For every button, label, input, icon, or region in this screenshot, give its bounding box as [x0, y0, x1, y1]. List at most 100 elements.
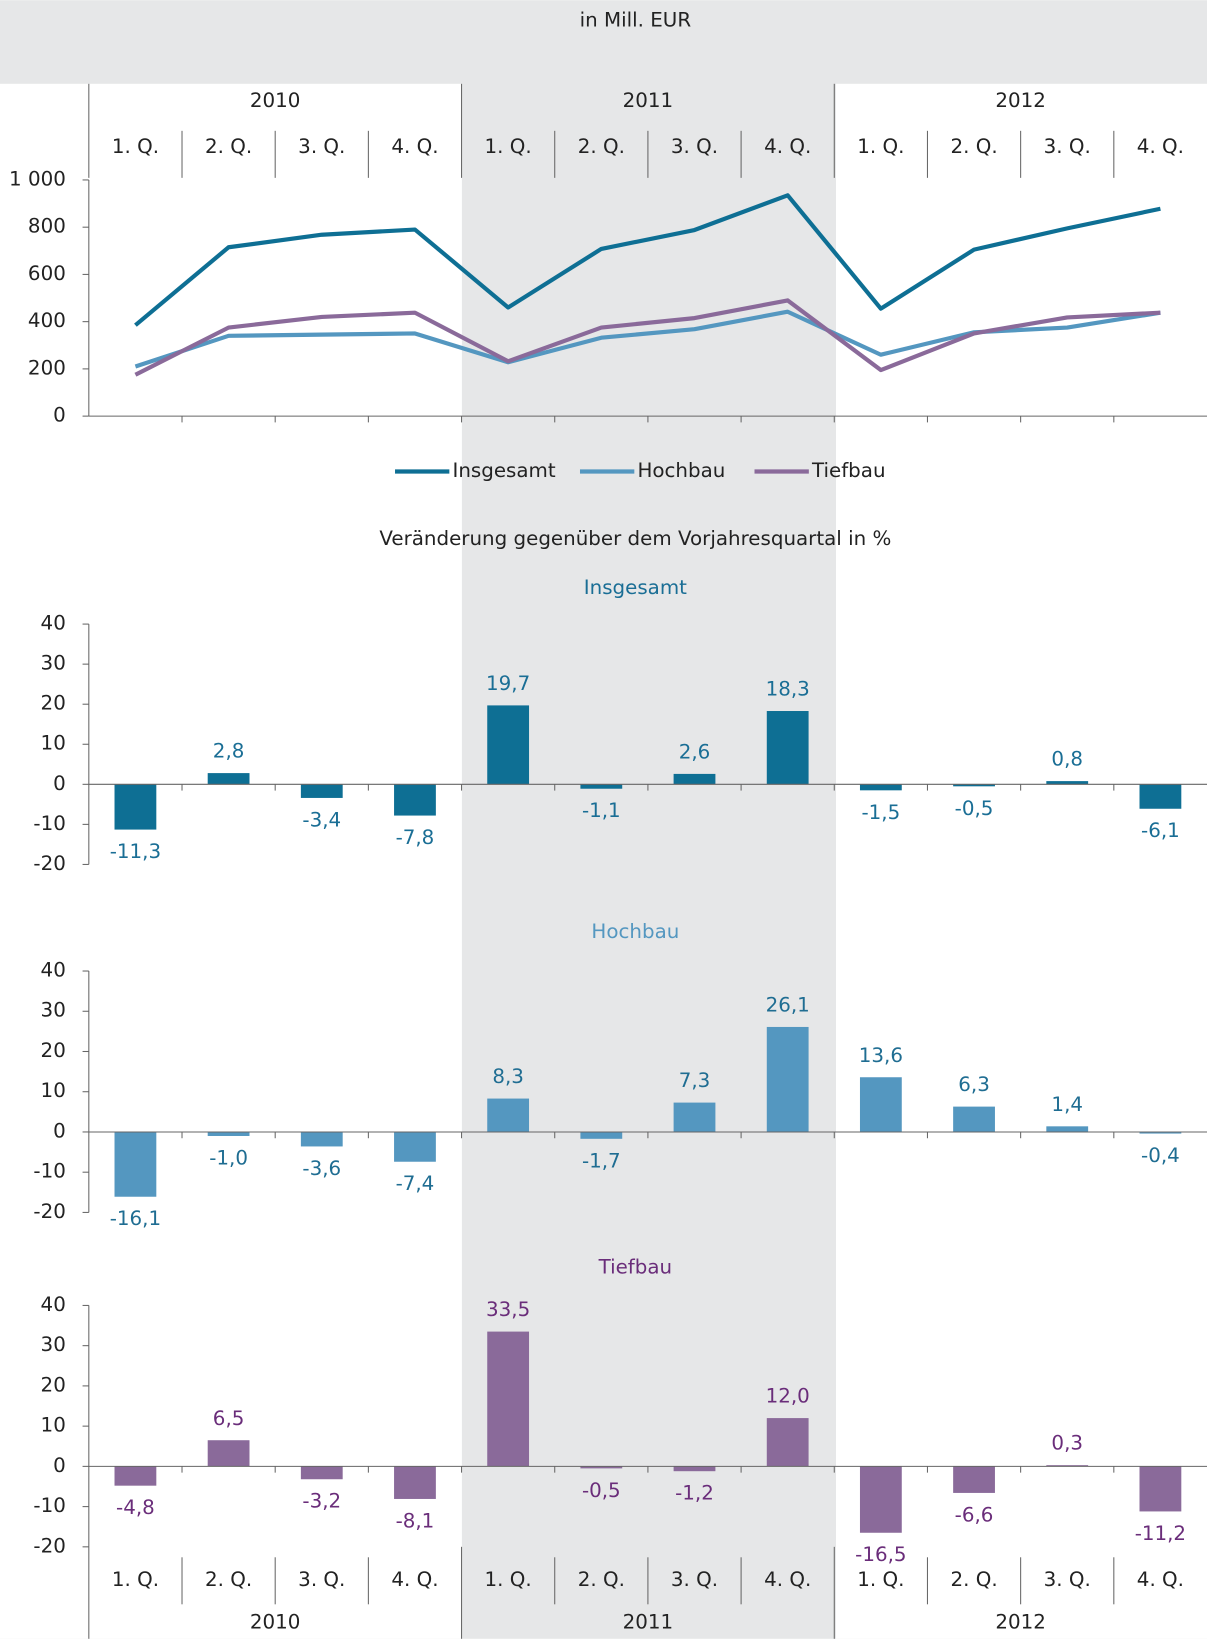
bar [859, 1466, 902, 1533]
bar [580, 1131, 623, 1139]
bar [953, 784, 995, 787]
bar [394, 1131, 436, 1162]
value-label: -3,2 [302, 1490, 341, 1513]
quarter-label: 1. Q. [857, 1568, 904, 1591]
value-label: -0,4 [1141, 1144, 1180, 1167]
panel-title: Insgesamt [584, 576, 687, 599]
bar [859, 784, 902, 791]
year-label: 2011 [623, 89, 674, 112]
year-label: 2010 [250, 89, 301, 112]
quarter-label: 2. Q. [578, 1568, 625, 1591]
quarter-label: 1. Q. [485, 135, 532, 158]
panel-2012 [836, 83, 1207, 1639]
bar [766, 711, 809, 785]
bar [766, 1026, 809, 1132]
y-tick-label: 30 [41, 999, 66, 1022]
value-label: 26,1 [766, 994, 810, 1017]
bar [953, 1106, 995, 1132]
bar [580, 1466, 623, 1469]
y-tick-label: -10 [33, 1494, 65, 1517]
value-label: 2,6 [679, 741, 711, 764]
bar [207, 1131, 250, 1136]
bar [766, 1418, 809, 1467]
value-label: 1,4 [1051, 1093, 1083, 1116]
value-label: 7,3 [679, 1069, 711, 1092]
value-label: 2,8 [213, 740, 245, 763]
bar [953, 1466, 995, 1493]
value-label: -16,1 [110, 1207, 161, 1230]
y-tick-label: 0 [53, 772, 66, 795]
value-label: -11,3 [110, 840, 161, 863]
y-tick-label: 40 [41, 612, 66, 635]
value-label: -0,5 [955, 797, 994, 820]
value-label: 18,3 [766, 678, 810, 701]
bar [300, 1131, 343, 1147]
quarter-label: 4. Q. [391, 1568, 438, 1591]
value-label: 0,8 [1051, 748, 1083, 771]
value-label: 6,3 [958, 1073, 990, 1096]
value-label: -1,7 [582, 1149, 621, 1172]
value-label: 13,6 [859, 1044, 903, 1067]
value-label: 6,5 [213, 1407, 245, 1430]
y-tick-label: 20 [41, 1373, 66, 1396]
value-label: 12,0 [766, 1385, 810, 1408]
y-tick-label: 0 [53, 1454, 66, 1477]
y-tick-label: 800 [28, 215, 66, 238]
y-tick-label: 30 [41, 1333, 66, 1356]
value-label: -6,1 [1141, 819, 1180, 842]
data-line [134, 193, 1161, 327]
chart-title: in Mill. EUR [580, 9, 692, 32]
bar [207, 1440, 250, 1467]
year-label: 2011 [623, 1611, 674, 1634]
value-label: -1,1 [582, 799, 621, 822]
y-tick-label: 0 [53, 404, 66, 427]
bar [1139, 784, 1182, 809]
quarter-label: 2. Q. [950, 1568, 997, 1591]
bar [673, 1466, 716, 1472]
quarter-label: 2. Q. [950, 135, 997, 158]
quarter-label: 1. Q. [112, 135, 159, 158]
bar [394, 784, 436, 816]
year-label: 2012 [995, 1611, 1046, 1634]
year-label: 2010 [250, 1611, 301, 1634]
data-line [134, 298, 1161, 377]
y-tick-label: 10 [41, 1079, 66, 1102]
quarter-label: 4. Q. [764, 135, 811, 158]
bar [114, 784, 157, 830]
y-tick-label: -20 [33, 1200, 65, 1223]
bar [114, 1131, 157, 1197]
y-tick-label: 20 [41, 1039, 66, 1062]
quarter-label: 3. Q. [298, 135, 345, 158]
quarter-label: 2. Q. [205, 135, 252, 158]
bar [1139, 1466, 1182, 1512]
y-tick-label: 1 000 [9, 167, 66, 190]
bar [580, 784, 623, 789]
y-tick-label: -10 [33, 812, 65, 835]
year-label: 2012 [995, 89, 1046, 112]
bar [1046, 781, 1089, 785]
bar [114, 1466, 157, 1486]
quarter-label: 4. Q. [391, 135, 438, 158]
quarter-label: 1. Q. [857, 135, 904, 158]
value-label: -1,5 [862, 801, 901, 824]
bar [1139, 1131, 1182, 1134]
value-label: -8,1 [396, 1509, 435, 1532]
legend-label: Tiefbau [811, 459, 886, 482]
value-label: -3,6 [302, 1157, 341, 1180]
quarter-label: 1. Q. [485, 1568, 532, 1591]
bar [300, 784, 343, 798]
value-label: 8,3 [492, 1065, 524, 1088]
y-tick-label: 20 [41, 692, 66, 715]
legend-label: Hochbau [637, 459, 725, 482]
quarter-label: 2. Q. [205, 1568, 252, 1591]
bar [394, 1466, 436, 1499]
value-label: -1,2 [675, 1482, 714, 1505]
y-tick-label: 10 [41, 732, 66, 755]
value-label: -7,4 [396, 1172, 435, 1195]
bar [1046, 1126, 1089, 1132]
quarter-label: 2. Q. [578, 135, 625, 158]
bar [487, 705, 530, 785]
chart-subtitle: Veränderung gegenüber dem Vorjahresquart… [379, 527, 891, 550]
